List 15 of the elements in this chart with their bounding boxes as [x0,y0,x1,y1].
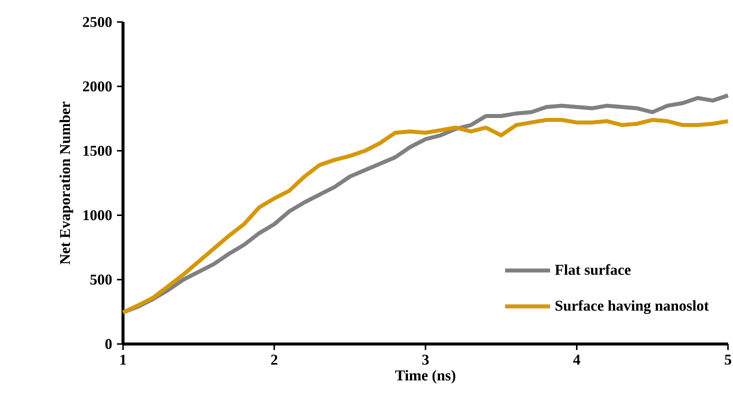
y-tick-label: 2000 [82,81,112,92]
x-tick-label: 2 [271,354,278,365]
legend-label: Flat surface [555,264,631,275]
x-tick-label: 5 [724,354,732,365]
x-tick-label: 4 [573,354,580,365]
x-tick-label: 1 [120,354,126,365]
y-axis-title: Net Evaporation Number [60,102,74,264]
y-tick-label: 500 [90,274,112,285]
y-tick-label: 1500 [83,146,112,156]
y-tick-label: 1000 [83,210,112,220]
y-tick-label: 0 [105,338,112,350]
y-tick-label: 2500 [82,16,112,28]
legend-label: Surface having nanoslot [556,300,709,314]
x-axis-title: Time (ns) [395,370,456,384]
x-tick-label: 3 [422,354,429,365]
